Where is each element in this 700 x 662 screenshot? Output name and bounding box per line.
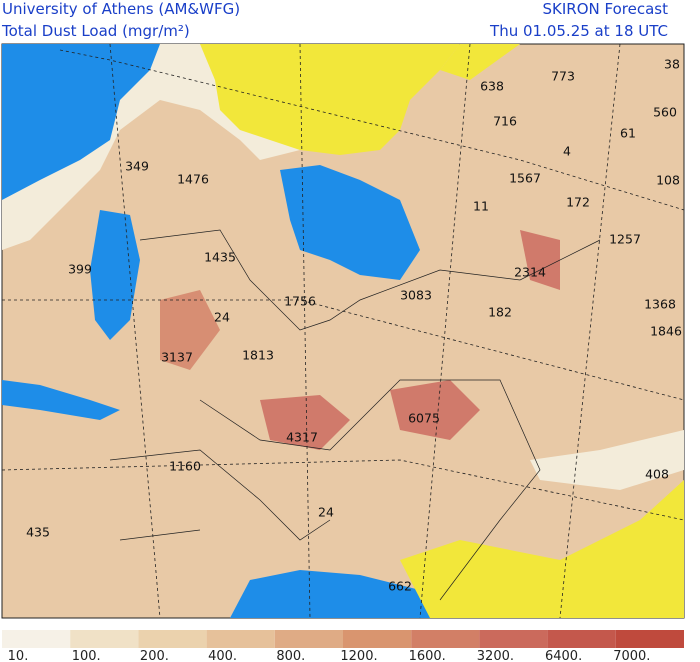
colorbar-label: 100.: [72, 649, 101, 662]
colorbar-label: 800.: [276, 649, 305, 662]
colorbar-swatch: [206, 630, 275, 648]
colorbar-swatch: [70, 630, 139, 648]
map-value-label: 4317: [286, 430, 318, 445]
map-value-label: 2314: [514, 265, 546, 280]
map-value-label: 61: [620, 126, 636, 141]
map-value-label: 24: [214, 310, 230, 325]
colorbar-swatch: [2, 630, 71, 648]
map-value-label: 662: [388, 579, 412, 594]
colorbar-swatch: [547, 630, 616, 648]
header-variable: Total Dust Load (mgr/m²): [1, 22, 190, 40]
colorbar-label: 400.: [208, 649, 237, 662]
map-value-label: 1435: [204, 250, 236, 265]
map-value-label: 38: [664, 57, 680, 72]
colorbar-label: 7000.: [613, 649, 650, 662]
colorbar-swatch: [615, 630, 684, 648]
map-value-label: 1846: [650, 324, 682, 339]
colorbar-swatch: [343, 630, 412, 648]
colorbar-label: 1200.: [340, 649, 377, 662]
header-product: SKIRON Forecast: [543, 0, 669, 18]
map-value-label: 172: [566, 195, 590, 210]
colorbar-label: 10.: [8, 649, 29, 662]
colorbar-swatch: [274, 630, 343, 648]
colorbar-swatch: [479, 630, 548, 648]
header-time: Thu 01.05.25 at 18 UTC: [489, 22, 668, 40]
map-value-label: 408: [645, 467, 669, 482]
map-value-label: 4: [563, 144, 571, 159]
map-value-label: 716: [493, 114, 517, 129]
header-title: University of Athens (AM&WFG): [2, 0, 240, 18]
colorbar-label: 3200.: [477, 649, 514, 662]
map-value-label: 1567: [509, 171, 541, 186]
map-value-label: 773: [551, 69, 575, 84]
map-value-label: 3137: [161, 350, 193, 365]
map-value-label: 1368: [644, 297, 676, 312]
map-value-label: 1756: [284, 294, 316, 309]
colorbar: 10. 100. 200. 400. 800. 1200. 1600. 3200. 6400. 7…: [2, 630, 684, 662]
map-value-label: 11: [473, 199, 489, 214]
map-value-label: 349: [125, 159, 149, 174]
map-value-label: 108: [656, 173, 680, 188]
map-value-label: 435: [26, 525, 50, 540]
colorbar-label: 1600.: [409, 649, 446, 662]
map-value-label: 1813: [242, 348, 274, 363]
colorbar-swatch: [138, 630, 207, 648]
map-value-label: 638: [480, 79, 504, 94]
colorbar-label: 200.: [140, 649, 169, 662]
map-value-label: 1476: [177, 172, 209, 187]
map-value-label: 24: [318, 505, 334, 520]
map-value-label: 560: [653, 105, 677, 120]
map-value-label: 3083: [400, 288, 432, 303]
colorbar-swatch: [411, 630, 480, 648]
map-labels: 349 1476 399 1435 24 1756 3137 1813 3083 182 4317 6…: [26, 57, 682, 594]
map-value-label: 399: [68, 262, 92, 277]
map-value-label: 6075: [408, 411, 440, 426]
map-area: [1, 43, 685, 619]
map-value-label: 182: [488, 305, 512, 320]
map-value-label: 1160: [169, 459, 201, 474]
map-value-label: 1257: [609, 232, 641, 247]
colorbar-label: 6400.: [545, 649, 582, 662]
